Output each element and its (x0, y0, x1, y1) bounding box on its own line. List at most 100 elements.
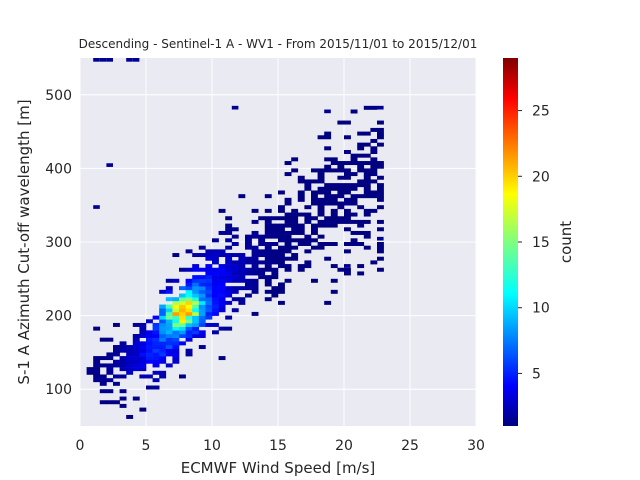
heatmap-cell (152, 322, 160, 327)
heatmap-cell (106, 367, 114, 372)
heatmap-cell (198, 278, 206, 283)
heatmap-cell (370, 161, 378, 166)
heatmap-cell (159, 356, 167, 361)
heatmap-cell (126, 348, 134, 353)
heatmap-cell (264, 289, 272, 294)
heatmap-cell (165, 304, 173, 309)
heatmap-cell (198, 282, 206, 287)
heatmap-cell (317, 135, 325, 140)
heatmap-cell (271, 223, 279, 228)
heatmap-cell (192, 278, 200, 283)
heatmap-cell (271, 267, 279, 272)
heatmap-cell (324, 131, 332, 136)
heatmap-cell (377, 161, 384, 166)
heatmap-cell (324, 197, 332, 202)
heatmap-cell (185, 282, 193, 287)
heatmap-cell (152, 359, 160, 364)
heatmap-cell (344, 197, 351, 202)
heatmap-cell (198, 322, 206, 327)
heatmap-cell (284, 223, 292, 228)
heatmap-cell (337, 175, 345, 180)
heatmap-cell (363, 230, 371, 235)
heatmap-cell (337, 120, 345, 125)
heatmap-cell (172, 311, 180, 316)
heatmap-cell (205, 315, 213, 320)
heatmap-cell (357, 183, 365, 188)
heatmap-cell (363, 219, 371, 224)
heatmap-cell (324, 300, 332, 305)
heatmap-cell (139, 330, 147, 335)
heatmap-cell (132, 334, 140, 338)
heatmap-cell (330, 186, 338, 191)
heatmap-cell (152, 330, 160, 335)
y-tick-label: 300 (45, 235, 72, 251)
heatmap-cell (271, 260, 279, 265)
heatmap-cell (377, 236, 384, 241)
heatmap-cell (370, 157, 378, 162)
heatmap-cell (297, 242, 305, 246)
heatmap-cell (139, 352, 147, 357)
heatmap-cell (119, 389, 127, 394)
heatmap-cell (377, 186, 384, 191)
heatmap-cell (297, 267, 305, 272)
heatmap-cell (278, 190, 285, 195)
y-tick-label: 400 (45, 161, 72, 177)
heatmap-cell (113, 348, 120, 353)
heatmap-cell (297, 175, 305, 180)
heatmap-cell (251, 260, 259, 265)
heatmap-cell (172, 330, 180, 335)
heatmap-cell (370, 194, 378, 199)
heatmap-cell (330, 219, 338, 224)
heatmap-cell (231, 267, 239, 272)
heatmap-cell (258, 267, 266, 272)
heatmap-cell (198, 330, 206, 335)
heatmap-cell (225, 267, 233, 272)
heatmap-cell (231, 297, 239, 302)
heatmap-cell (99, 389, 107, 394)
heatmap-cell (179, 293, 186, 298)
colorbar-tick-label: 25 (532, 104, 550, 120)
heatmap-cell (146, 359, 153, 364)
heatmap-cell (159, 326, 167, 331)
heatmap-cell (106, 363, 114, 368)
heatmap-cell (284, 256, 292, 261)
heatmap-cell (139, 326, 147, 331)
heatmap-cell (126, 363, 134, 368)
heatmap-cell (363, 194, 371, 199)
heatmap-cell (363, 142, 371, 147)
heatmap-cell (231, 275, 239, 280)
heatmap-cell (165, 322, 173, 327)
heatmap-cell (106, 352, 114, 357)
heatmap-cell (159, 315, 167, 320)
x-tick-labels: 0 5 10 15 20 25 30 (76, 438, 485, 454)
heatmap-cell (245, 234, 252, 239)
heatmap-cell (264, 216, 272, 221)
heatmap-cell (212, 275, 219, 280)
heatmap-cell (311, 238, 318, 243)
heatmap-cell (324, 219, 332, 224)
heatmap-cell (251, 311, 259, 316)
heatmap-cell (278, 264, 285, 269)
heatmap-cell (357, 219, 365, 224)
heatmap-cell (245, 278, 252, 283)
heatmap-cell (238, 300, 246, 305)
heatmap-cell (357, 146, 365, 151)
heatmap-cell (126, 367, 134, 372)
heatmap-cell (357, 179, 365, 184)
heatmap-cell (258, 234, 266, 239)
heatmap-cell (297, 238, 305, 243)
heatmap-cell (159, 359, 167, 364)
heatmap-cell (377, 120, 384, 125)
heatmap-cell (172, 297, 180, 302)
heatmap-cell (363, 131, 371, 136)
heatmap-cell (291, 245, 299, 250)
heatmap-cell (357, 205, 365, 210)
heatmap-cell (139, 374, 147, 379)
heatmap-cell (317, 208, 325, 213)
heatmap-cell (324, 223, 332, 228)
heatmap-cell (304, 186, 312, 191)
heatmap-cell (165, 345, 173, 350)
heatmap-cell (258, 216, 266, 221)
heatmap-cell (304, 260, 312, 265)
y-tick-label: 200 (45, 309, 72, 325)
